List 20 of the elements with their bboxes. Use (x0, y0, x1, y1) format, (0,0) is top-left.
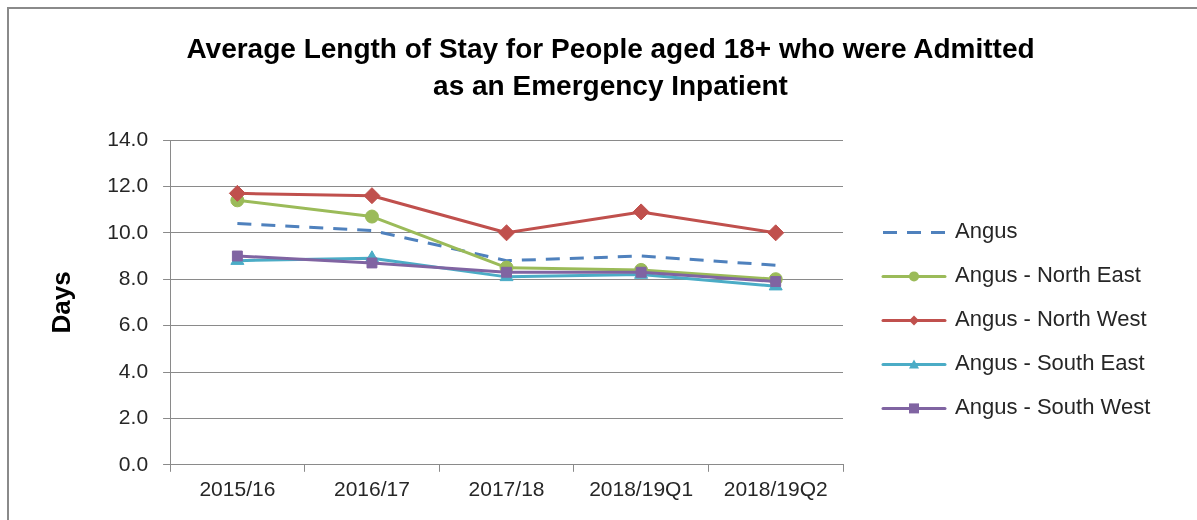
y-tick-label: 8.0 (118, 266, 149, 289)
x-tick-label: 2016/17 (333, 477, 410, 501)
x-tick-label: 2018/19Q2 (723, 477, 828, 501)
legend-label: Angus - North East (955, 262, 1141, 288)
legend-label: Angus - South West (955, 394, 1151, 420)
legend-label: Angus (955, 218, 1018, 244)
y-tick-label: 10.0 (107, 219, 149, 243)
y-axis-title: Days (45, 271, 76, 334)
y-tick-label: 4.0 (118, 358, 149, 382)
legend-label: Angus - South East (955, 350, 1145, 376)
chart-title: Average Length of Stay for People aged 18+ who were Admitted as an Emergency Inpatient (186, 32, 1035, 101)
y-tick-label: 6.0 (118, 312, 149, 336)
x-tick-label: 2017/18 (468, 477, 545, 501)
y-tick-label: 12.0 (107, 173, 149, 197)
x-tick-label: 2018/19Q1 (589, 477, 694, 501)
y-tick-label: 2.0 (118, 405, 149, 429)
x-tick-label: 2015/16 (199, 477, 276, 501)
legend-label: Angus - North West (955, 306, 1147, 332)
y-tick-label: 14.0 (107, 126, 149, 150)
y-tick-label: 0.0 (118, 451, 149, 475)
